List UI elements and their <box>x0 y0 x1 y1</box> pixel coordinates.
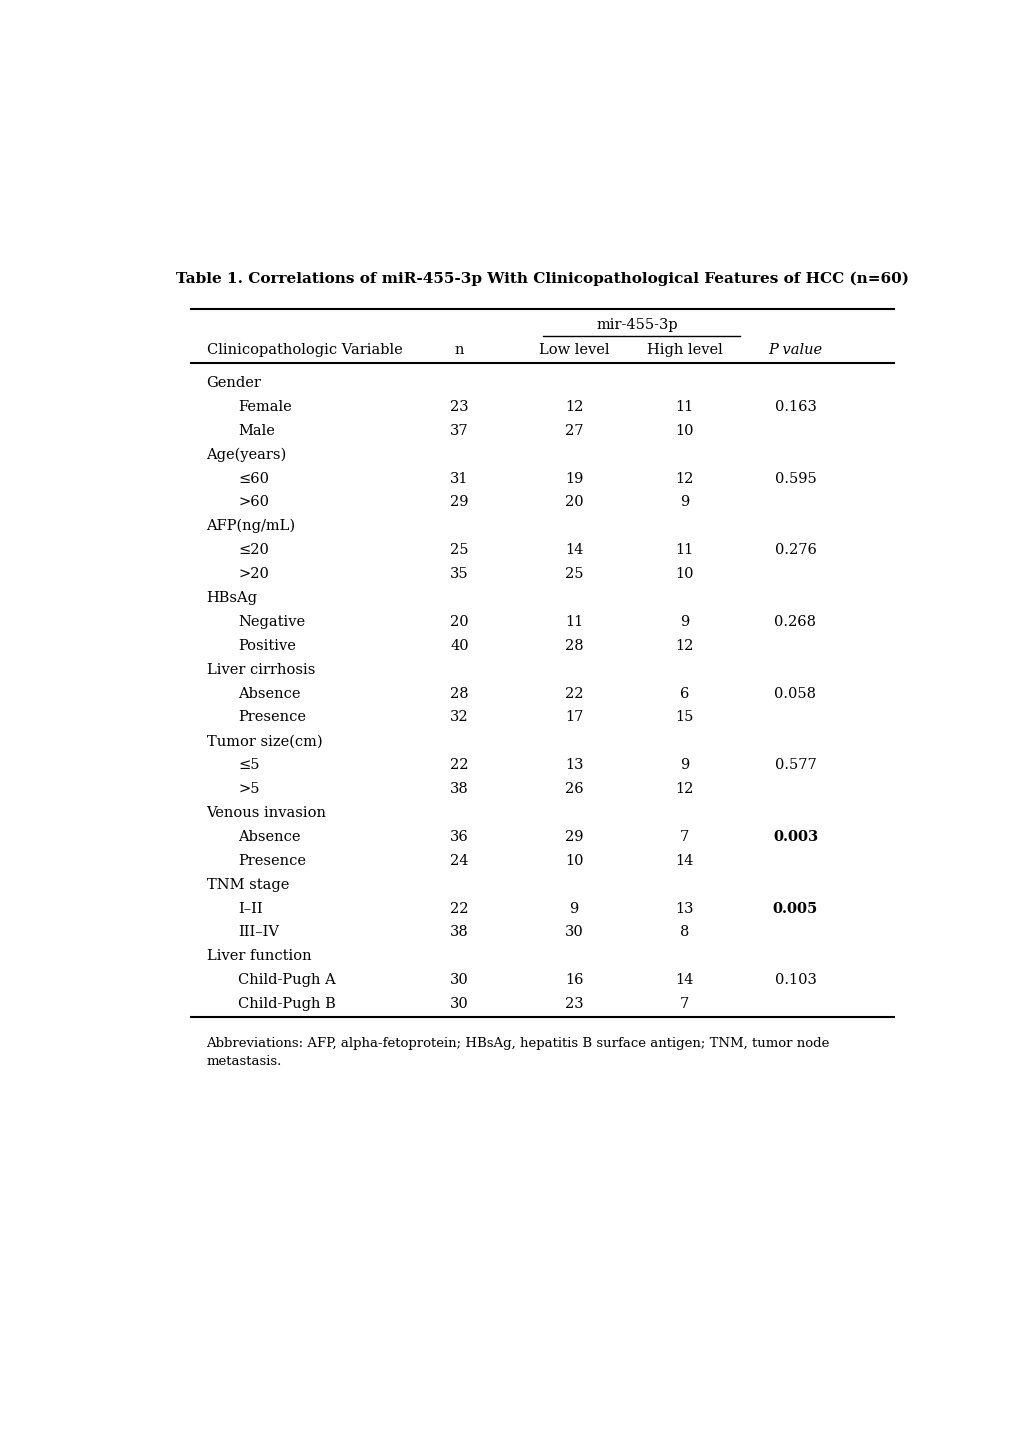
Text: Negative: Negative <box>238 615 305 629</box>
Text: Absence: Absence <box>238 830 301 844</box>
Text: ≤20: ≤20 <box>238 543 269 557</box>
Text: Liver cirrhosis: Liver cirrhosis <box>206 662 315 677</box>
Text: 13: 13 <box>565 758 583 772</box>
Text: 27: 27 <box>565 424 583 437</box>
Text: Positive: Positive <box>238 639 296 652</box>
Text: Liver function: Liver function <box>206 949 311 964</box>
Text: Gender: Gender <box>206 377 261 390</box>
Text: AFP(ng/mL): AFP(ng/mL) <box>206 519 296 534</box>
Text: mir-455-3p: mir-455-3p <box>596 319 678 332</box>
Text: 12: 12 <box>675 472 693 485</box>
Text: Absence: Absence <box>238 687 301 700</box>
Text: 37: 37 <box>449 424 469 437</box>
Text: 0.003: 0.003 <box>772 830 817 844</box>
Text: Tumor size(cm): Tumor size(cm) <box>206 734 322 749</box>
Text: 15: 15 <box>675 710 693 724</box>
Text: Male: Male <box>238 424 275 437</box>
Text: 31: 31 <box>449 472 469 485</box>
Text: P value: P value <box>767 343 821 356</box>
Text: 10: 10 <box>675 567 693 582</box>
Text: >60: >60 <box>238 495 269 509</box>
Text: 9: 9 <box>569 902 578 915</box>
Text: Table 1. Correlations of miR-455-3p With Clinicopathological Features of HCC (n=: Table 1. Correlations of miR-455-3p With… <box>176 271 908 286</box>
Text: 6: 6 <box>680 687 689 700</box>
Text: 7: 7 <box>680 997 689 1012</box>
Text: 17: 17 <box>565 710 583 724</box>
Text: 40: 40 <box>449 639 469 652</box>
Text: 14: 14 <box>565 543 583 557</box>
Text: Child-Pugh A: Child-Pugh A <box>238 973 335 987</box>
Text: 26: 26 <box>565 782 583 797</box>
Text: 10: 10 <box>565 854 583 867</box>
Text: 10: 10 <box>675 424 693 437</box>
Text: 22: 22 <box>449 902 469 915</box>
Text: 0.163: 0.163 <box>773 400 815 414</box>
Text: 25: 25 <box>449 543 469 557</box>
Text: III–IV: III–IV <box>238 925 279 939</box>
Text: 0.276: 0.276 <box>773 543 815 557</box>
Text: 0.577: 0.577 <box>773 758 815 772</box>
Text: 11: 11 <box>675 543 693 557</box>
Text: 29: 29 <box>565 830 583 844</box>
Text: 23: 23 <box>449 400 469 414</box>
Text: 24: 24 <box>449 854 469 867</box>
Text: 22: 22 <box>449 758 469 772</box>
Text: Clinicopathologic Variable: Clinicopathologic Variable <box>206 343 401 356</box>
Text: HBsAg: HBsAg <box>206 592 257 605</box>
Text: 9: 9 <box>680 495 689 509</box>
Text: 0.595: 0.595 <box>773 472 815 485</box>
Text: 9: 9 <box>680 615 689 629</box>
Text: Presence: Presence <box>238 854 306 867</box>
Text: Child-Pugh B: Child-Pugh B <box>238 997 335 1012</box>
Text: Venous invasion: Venous invasion <box>206 807 326 820</box>
Text: 9: 9 <box>680 758 689 772</box>
Text: 30: 30 <box>449 973 469 987</box>
Text: 30: 30 <box>565 925 583 939</box>
Text: 16: 16 <box>565 973 583 987</box>
Text: 7: 7 <box>680 830 689 844</box>
Text: 29: 29 <box>449 495 469 509</box>
Text: 11: 11 <box>565 615 583 629</box>
Text: 25: 25 <box>565 567 583 582</box>
Text: 20: 20 <box>449 615 469 629</box>
Text: >5: >5 <box>238 782 260 797</box>
Text: 0.103: 0.103 <box>773 973 815 987</box>
Text: 14: 14 <box>675 854 693 867</box>
Text: 19: 19 <box>565 472 583 485</box>
Text: 38: 38 <box>449 925 469 939</box>
Text: 28: 28 <box>449 687 469 700</box>
Text: Abbreviations: AFP, alpha-fetoprotein; HBsAg, hepatitis B surface antigen; TNM, : Abbreviations: AFP, alpha-fetoprotein; H… <box>206 1038 829 1068</box>
Text: >20: >20 <box>238 567 269 582</box>
Text: 12: 12 <box>675 639 693 652</box>
Text: 11: 11 <box>675 400 693 414</box>
Text: Age(years): Age(years) <box>206 447 286 462</box>
Text: Female: Female <box>238 400 291 414</box>
Text: High level: High level <box>646 343 722 356</box>
Text: 0.058: 0.058 <box>773 687 815 700</box>
Text: 20: 20 <box>565 495 583 509</box>
Text: TNM stage: TNM stage <box>206 877 288 892</box>
Text: Low level: Low level <box>538 343 608 356</box>
Text: 12: 12 <box>565 400 583 414</box>
Text: 36: 36 <box>449 830 469 844</box>
Text: 8: 8 <box>680 925 689 939</box>
Text: 38: 38 <box>449 782 469 797</box>
Text: I–II: I–II <box>238 902 263 915</box>
Text: 35: 35 <box>449 567 469 582</box>
Text: 32: 32 <box>449 710 469 724</box>
Text: 23: 23 <box>565 997 583 1012</box>
Text: n: n <box>454 343 464 356</box>
Text: 0.268: 0.268 <box>773 615 815 629</box>
Text: 13: 13 <box>675 902 693 915</box>
Text: ≤5: ≤5 <box>238 758 260 772</box>
Text: 14: 14 <box>675 973 693 987</box>
Text: 12: 12 <box>675 782 693 797</box>
Text: 28: 28 <box>565 639 583 652</box>
Text: Presence: Presence <box>238 710 306 724</box>
Text: ≤60: ≤60 <box>238 472 269 485</box>
Text: 22: 22 <box>565 687 583 700</box>
Text: 30: 30 <box>449 997 469 1012</box>
Text: 0.005: 0.005 <box>772 902 817 915</box>
